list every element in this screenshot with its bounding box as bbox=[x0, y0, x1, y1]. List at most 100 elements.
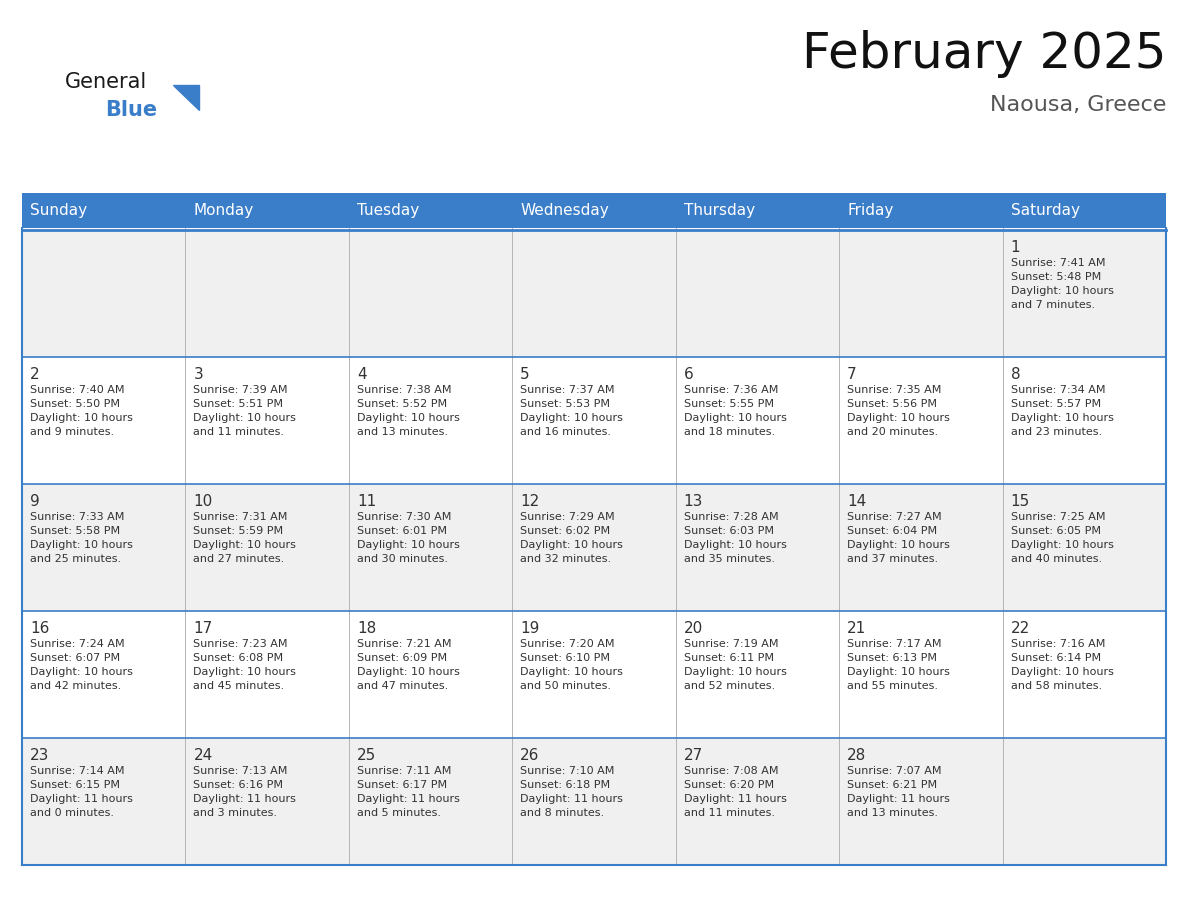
Text: 6: 6 bbox=[684, 367, 694, 382]
Text: Sunrise: 7:38 AM: Sunrise: 7:38 AM bbox=[356, 385, 451, 395]
Text: Sunrise: 7:19 AM: Sunrise: 7:19 AM bbox=[684, 639, 778, 649]
Text: Daylight: 10 hours: Daylight: 10 hours bbox=[1011, 286, 1113, 296]
Text: 19: 19 bbox=[520, 621, 539, 636]
Text: Sunrise: 7:25 AM: Sunrise: 7:25 AM bbox=[1011, 512, 1105, 522]
Text: and 42 minutes.: and 42 minutes. bbox=[30, 681, 121, 691]
Text: Daylight: 11 hours: Daylight: 11 hours bbox=[194, 794, 296, 804]
Text: Daylight: 10 hours: Daylight: 10 hours bbox=[684, 667, 786, 677]
Text: 20: 20 bbox=[684, 621, 703, 636]
Text: Sunrise: 7:11 AM: Sunrise: 7:11 AM bbox=[356, 766, 451, 776]
Text: Sunset: 6:01 PM: Sunset: 6:01 PM bbox=[356, 526, 447, 536]
Text: and 11 minutes.: and 11 minutes. bbox=[194, 427, 284, 437]
Text: and 3 minutes.: and 3 minutes. bbox=[194, 808, 278, 818]
Text: 2: 2 bbox=[30, 367, 39, 382]
Text: Sunrise: 7:13 AM: Sunrise: 7:13 AM bbox=[194, 766, 287, 776]
Text: Daylight: 10 hours: Daylight: 10 hours bbox=[847, 540, 950, 550]
Bar bbox=[23, 357, 1165, 484]
Text: Sunset: 5:59 PM: Sunset: 5:59 PM bbox=[194, 526, 284, 536]
Text: Sunset: 6:04 PM: Sunset: 6:04 PM bbox=[847, 526, 937, 536]
Text: Sunset: 6:08 PM: Sunset: 6:08 PM bbox=[194, 653, 284, 663]
Text: Daylight: 10 hours: Daylight: 10 hours bbox=[847, 413, 950, 423]
Text: Sunrise: 7:37 AM: Sunrise: 7:37 AM bbox=[520, 385, 614, 395]
Text: 8: 8 bbox=[1011, 367, 1020, 382]
Text: Monday: Monday bbox=[194, 203, 254, 218]
Text: 18: 18 bbox=[356, 621, 377, 636]
Text: Sunrise: 7:30 AM: Sunrise: 7:30 AM bbox=[356, 512, 451, 522]
Text: Sunrise: 7:36 AM: Sunrise: 7:36 AM bbox=[684, 385, 778, 395]
Text: Sunset: 6:21 PM: Sunset: 6:21 PM bbox=[847, 780, 937, 790]
Text: 15: 15 bbox=[1011, 494, 1030, 509]
Text: Sunrise: 7:41 AM: Sunrise: 7:41 AM bbox=[1011, 258, 1105, 268]
Text: Sunset: 6:05 PM: Sunset: 6:05 PM bbox=[1011, 526, 1100, 536]
Text: Sunrise: 7:10 AM: Sunrise: 7:10 AM bbox=[520, 766, 614, 776]
Text: Daylight: 11 hours: Daylight: 11 hours bbox=[847, 794, 950, 804]
Text: and 27 minutes.: and 27 minutes. bbox=[194, 554, 285, 564]
Text: 3: 3 bbox=[194, 367, 203, 382]
Text: Daylight: 10 hours: Daylight: 10 hours bbox=[356, 540, 460, 550]
Text: and 32 minutes.: and 32 minutes. bbox=[520, 554, 612, 564]
Text: and 47 minutes.: and 47 minutes. bbox=[356, 681, 448, 691]
Text: Sunset: 5:56 PM: Sunset: 5:56 PM bbox=[847, 399, 937, 409]
Text: Blue: Blue bbox=[105, 100, 157, 120]
Text: Sunset: 6:03 PM: Sunset: 6:03 PM bbox=[684, 526, 773, 536]
Text: Sunrise: 7:33 AM: Sunrise: 7:33 AM bbox=[30, 512, 125, 522]
Text: Daylight: 10 hours: Daylight: 10 hours bbox=[684, 413, 786, 423]
Text: and 58 minutes.: and 58 minutes. bbox=[1011, 681, 1101, 691]
Text: and 18 minutes.: and 18 minutes. bbox=[684, 427, 775, 437]
Text: Sunrise: 7:34 AM: Sunrise: 7:34 AM bbox=[1011, 385, 1105, 395]
Text: 23: 23 bbox=[30, 748, 50, 763]
Text: 21: 21 bbox=[847, 621, 866, 636]
Text: Naousa, Greece: Naousa, Greece bbox=[990, 95, 1165, 115]
Text: and 5 minutes.: and 5 minutes. bbox=[356, 808, 441, 818]
Text: Sunset: 5:48 PM: Sunset: 5:48 PM bbox=[1011, 272, 1101, 282]
Text: Daylight: 11 hours: Daylight: 11 hours bbox=[684, 794, 786, 804]
Text: and 37 minutes.: and 37 minutes. bbox=[847, 554, 939, 564]
Text: Sunrise: 7:16 AM: Sunrise: 7:16 AM bbox=[1011, 639, 1105, 649]
Text: Daylight: 10 hours: Daylight: 10 hours bbox=[520, 540, 624, 550]
Text: Sunrise: 7:21 AM: Sunrise: 7:21 AM bbox=[356, 639, 451, 649]
Text: Sunset: 5:50 PM: Sunset: 5:50 PM bbox=[30, 399, 120, 409]
Text: and 20 minutes.: and 20 minutes. bbox=[847, 427, 939, 437]
Text: Sunrise: 7:14 AM: Sunrise: 7:14 AM bbox=[30, 766, 125, 776]
Text: 28: 28 bbox=[847, 748, 866, 763]
Text: Sunrise: 7:35 AM: Sunrise: 7:35 AM bbox=[847, 385, 942, 395]
Text: Sunrise: 7:39 AM: Sunrise: 7:39 AM bbox=[194, 385, 287, 395]
Text: Saturday: Saturday bbox=[1011, 203, 1080, 218]
Text: Daylight: 10 hours: Daylight: 10 hours bbox=[194, 413, 296, 423]
Text: Sunset: 6:17 PM: Sunset: 6:17 PM bbox=[356, 780, 447, 790]
Text: Sunrise: 7:07 AM: Sunrise: 7:07 AM bbox=[847, 766, 942, 776]
Bar bbox=[23, 484, 1165, 611]
Text: Daylight: 10 hours: Daylight: 10 hours bbox=[1011, 413, 1113, 423]
Text: Thursday: Thursday bbox=[684, 203, 754, 218]
Text: Sunrise: 7:27 AM: Sunrise: 7:27 AM bbox=[847, 512, 942, 522]
Text: Daylight: 10 hours: Daylight: 10 hours bbox=[30, 667, 133, 677]
Text: Sunset: 5:52 PM: Sunset: 5:52 PM bbox=[356, 399, 447, 409]
Text: and 35 minutes.: and 35 minutes. bbox=[684, 554, 775, 564]
Text: Sunset: 5:55 PM: Sunset: 5:55 PM bbox=[684, 399, 773, 409]
Text: 14: 14 bbox=[847, 494, 866, 509]
Text: Daylight: 11 hours: Daylight: 11 hours bbox=[520, 794, 624, 804]
Bar bbox=[23, 611, 1165, 738]
Text: and 11 minutes.: and 11 minutes. bbox=[684, 808, 775, 818]
Text: Sunset: 5:51 PM: Sunset: 5:51 PM bbox=[194, 399, 284, 409]
Text: and 25 minutes.: and 25 minutes. bbox=[30, 554, 121, 564]
Text: Sunset: 6:20 PM: Sunset: 6:20 PM bbox=[684, 780, 773, 790]
Bar bbox=[23, 230, 1165, 357]
Text: Sunset: 6:10 PM: Sunset: 6:10 PM bbox=[520, 653, 611, 663]
Text: and 50 minutes.: and 50 minutes. bbox=[520, 681, 612, 691]
Text: 27: 27 bbox=[684, 748, 703, 763]
Text: Tuesday: Tuesday bbox=[356, 203, 419, 218]
Text: Sunset: 6:16 PM: Sunset: 6:16 PM bbox=[194, 780, 284, 790]
Text: and 8 minutes.: and 8 minutes. bbox=[520, 808, 605, 818]
Text: Daylight: 10 hours: Daylight: 10 hours bbox=[194, 667, 296, 677]
Text: Daylight: 10 hours: Daylight: 10 hours bbox=[30, 540, 133, 550]
Text: Daylight: 10 hours: Daylight: 10 hours bbox=[1011, 667, 1113, 677]
Text: 17: 17 bbox=[194, 621, 213, 636]
Text: 24: 24 bbox=[194, 748, 213, 763]
Text: 11: 11 bbox=[356, 494, 377, 509]
Text: Sunrise: 7:24 AM: Sunrise: 7:24 AM bbox=[30, 639, 125, 649]
Text: General: General bbox=[65, 72, 147, 92]
Text: Friday: Friday bbox=[847, 203, 893, 218]
Text: and 13 minutes.: and 13 minutes. bbox=[847, 808, 939, 818]
Text: Sunset: 6:15 PM: Sunset: 6:15 PM bbox=[30, 780, 120, 790]
